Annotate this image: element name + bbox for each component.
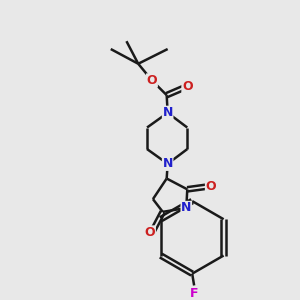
Text: N: N bbox=[163, 106, 173, 119]
Text: O: O bbox=[145, 226, 155, 239]
Text: O: O bbox=[182, 80, 193, 93]
Text: O: O bbox=[147, 74, 157, 87]
Text: F: F bbox=[190, 287, 198, 300]
Text: N: N bbox=[163, 157, 173, 170]
Text: N: N bbox=[181, 202, 191, 214]
Text: O: O bbox=[206, 180, 216, 193]
